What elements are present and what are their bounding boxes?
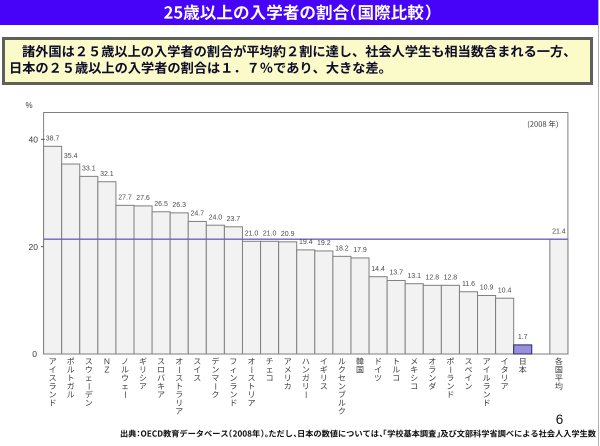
svg-text:26.3: 26.3 — [172, 202, 186, 209]
svg-text:38.7: 38.7 — [46, 136, 60, 143]
svg-text:35.4: 35.4 — [64, 153, 78, 160]
svg-text:12.8: 12.8 — [425, 275, 439, 282]
svg-text:12.8: 12.8 — [444, 275, 458, 282]
svg-text:24.7: 24.7 — [190, 211, 204, 218]
svg-text:19.2: 19.2 — [317, 240, 331, 247]
svg-text:1.7: 1.7 — [518, 334, 528, 341]
svg-text:11.6: 11.6 — [462, 281, 475, 288]
svg-text:21.0: 21.0 — [263, 231, 277, 238]
svg-text:40: 40 — [29, 134, 39, 144]
svg-text:21.4: 21.4 — [552, 228, 566, 235]
svg-text:18.2: 18.2 — [335, 246, 349, 253]
svg-text:0: 0 — [32, 349, 37, 359]
svg-text:20.9: 20.9 — [281, 231, 295, 238]
svg-text:17.9: 17.9 — [353, 247, 367, 254]
svg-text:6: 6 — [556, 412, 564, 427]
svg-text:14.4: 14.4 — [371, 266, 385, 273]
svg-text:10.4: 10.4 — [498, 287, 512, 294]
svg-text:20: 20 — [29, 242, 39, 252]
svg-text:23.7: 23.7 — [227, 216, 241, 223]
svg-text:10.9: 10.9 — [480, 285, 494, 292]
svg-text:%: % — [25, 101, 32, 110]
svg-text:19.4: 19.4 — [299, 239, 313, 246]
svg-text:27.6: 27.6 — [136, 195, 150, 202]
svg-text:32.1: 32.1 — [100, 171, 114, 178]
svg-text:24.0: 24.0 — [209, 214, 223, 221]
svg-text:13.1: 13.1 — [407, 273, 421, 280]
svg-text:21.0: 21.0 — [245, 231, 259, 238]
svg-text:13.7: 13.7 — [389, 270, 403, 277]
svg-text:33.1: 33.1 — [82, 166, 96, 173]
svg-text:27.7: 27.7 — [118, 195, 132, 202]
svg-text:26.5: 26.5 — [154, 201, 168, 208]
